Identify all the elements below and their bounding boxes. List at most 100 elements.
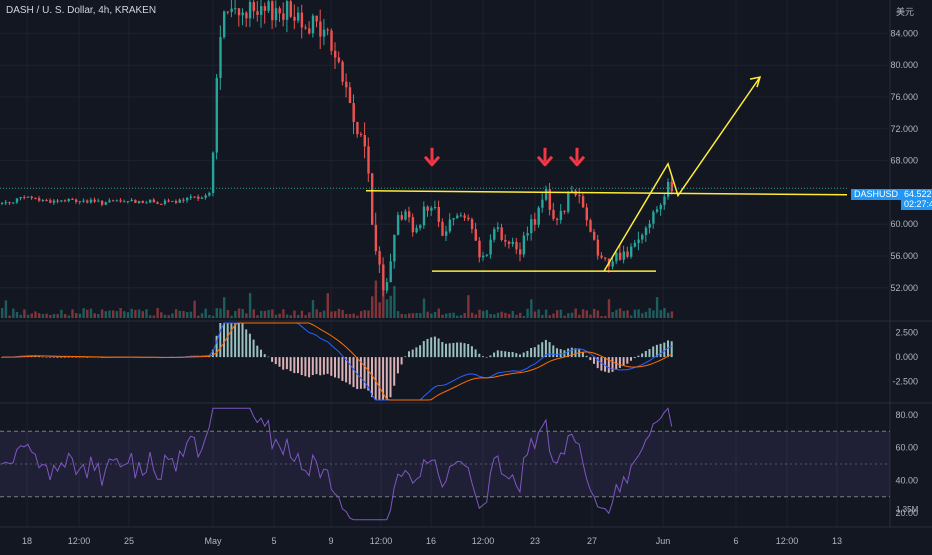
candle-body	[8, 202, 11, 204]
volume-bar	[271, 309, 274, 318]
macd-histogram-bar	[285, 357, 288, 370]
candle-body	[75, 199, 78, 202]
volume-bar	[452, 312, 455, 318]
candle-body	[345, 81, 348, 88]
macd-histogram-bar	[596, 357, 599, 369]
macd-histogram-bar	[374, 357, 377, 400]
volume-bar	[600, 315, 603, 318]
volume-bar	[563, 315, 566, 318]
candle-body	[319, 21, 322, 37]
candle-body	[248, 2, 252, 19]
macd-histogram-bar	[56, 357, 59, 358]
candle-body	[263, 6, 267, 11]
candle-body	[474, 229, 477, 241]
macd-histogram-bar	[659, 343, 662, 358]
symbol-title[interactable]: DASH / U. S. Dollar, 4h, KRAKEN	[6, 5, 157, 16]
macd-histogram-bar	[260, 349, 262, 358]
candle-body	[226, 11, 230, 13]
macd-histogram-bar	[248, 333, 251, 358]
volume-bar	[141, 311, 144, 318]
candle-body	[578, 195, 581, 197]
macd-histogram-bar	[385, 357, 388, 400]
volume-bar	[149, 315, 152, 318]
macd-histogram-bar	[82, 357, 85, 358]
macd-histogram-bar	[485, 357, 488, 358]
volume-bar	[482, 311, 485, 318]
macd-pane[interactable]	[1, 322, 673, 401]
volume-bar	[596, 310, 600, 318]
candlesticks[interactable]	[1, 0, 674, 297]
candle-body	[663, 196, 666, 206]
volume-bar	[82, 308, 85, 318]
volume-bar	[470, 312, 474, 318]
volume-bar	[248, 293, 252, 318]
candle-body	[223, 11, 226, 38]
candle-body	[189, 196, 193, 198]
candle-body	[393, 234, 396, 262]
macd-histogram-bar	[49, 357, 52, 358]
macd-histogram-bar	[337, 357, 340, 379]
rsi-tick-label: 60.00	[895, 443, 918, 453]
time-axis[interactable]: 18 12:00 25 May 5 9 12:00 16 12:00 23 27 Jun 6 12:00 1…	[22, 536, 842, 546]
price-tag-values: 64.522 02:27:41	[901, 189, 932, 210]
volume-bar	[126, 312, 130, 318]
candle-body	[641, 234, 644, 240]
candle-body	[156, 202, 159, 204]
volume-bar	[311, 300, 315, 318]
candle-body	[648, 223, 651, 228]
time-tick-label: 27	[587, 536, 597, 546]
macd-histogram-bar	[38, 356, 40, 358]
candle-body	[104, 202, 107, 205]
volume-bar	[8, 315, 11, 318]
volume-bar	[500, 311, 503, 318]
macd-histogram-bar	[500, 350, 503, 358]
candle-body	[589, 220, 592, 232]
macd-histogram-bar	[256, 345, 259, 358]
candle-body	[637, 239, 640, 243]
macd-line	[1, 322, 672, 401]
candle-body	[271, 1, 274, 21]
macd-histogram-bar	[533, 347, 536, 358]
macd-histogram-bar	[1, 357, 3, 358]
volume-bar	[326, 293, 329, 318]
macd-histogram-bar	[226, 323, 229, 358]
candle-body	[515, 241, 518, 250]
volume-bar	[607, 299, 611, 318]
volume-bar	[544, 309, 548, 318]
candle-body	[178, 199, 181, 203]
volume-bar	[585, 310, 588, 318]
macd-histogram-bar	[215, 335, 218, 358]
macd-histogram-bar	[504, 351, 507, 358]
volume-bar	[215, 308, 218, 318]
volume-bar	[267, 309, 270, 318]
volume-bar	[160, 312, 163, 318]
candle-body	[593, 231, 596, 240]
volume-bar	[433, 311, 437, 318]
candle-body	[330, 30, 333, 51]
rsi-pane[interactable]	[0, 407, 890, 521]
volume-bar	[34, 311, 37, 318]
candle-body	[496, 227, 500, 230]
volume-bar	[618, 308, 622, 318]
volume-bar	[426, 311, 429, 318]
candle-body	[89, 199, 93, 203]
candle-body	[200, 197, 204, 199]
volume-bar	[574, 308, 577, 318]
volume-bar	[30, 313, 33, 318]
rsi-tick-label: 80.00	[895, 410, 918, 420]
volume-bar	[522, 315, 526, 318]
volume-bar	[134, 309, 137, 318]
candle-body	[119, 200, 122, 202]
macd-histogram-bar	[552, 345, 555, 358]
volume-bar	[193, 300, 196, 318]
macd-histogram-bar	[641, 353, 644, 358]
volume-bar	[593, 308, 596, 318]
macd-histogram-bar	[400, 357, 403, 365]
price-axis[interactable]: 84.000 80.000 76.000 72.000 68.000 60.000 56.0…	[890, 28, 918, 518]
candle-body	[208, 192, 211, 196]
drawing-tools[interactable]	[365, 76, 848, 272]
candle-body	[467, 217, 470, 220]
volume-bar	[578, 314, 581, 318]
